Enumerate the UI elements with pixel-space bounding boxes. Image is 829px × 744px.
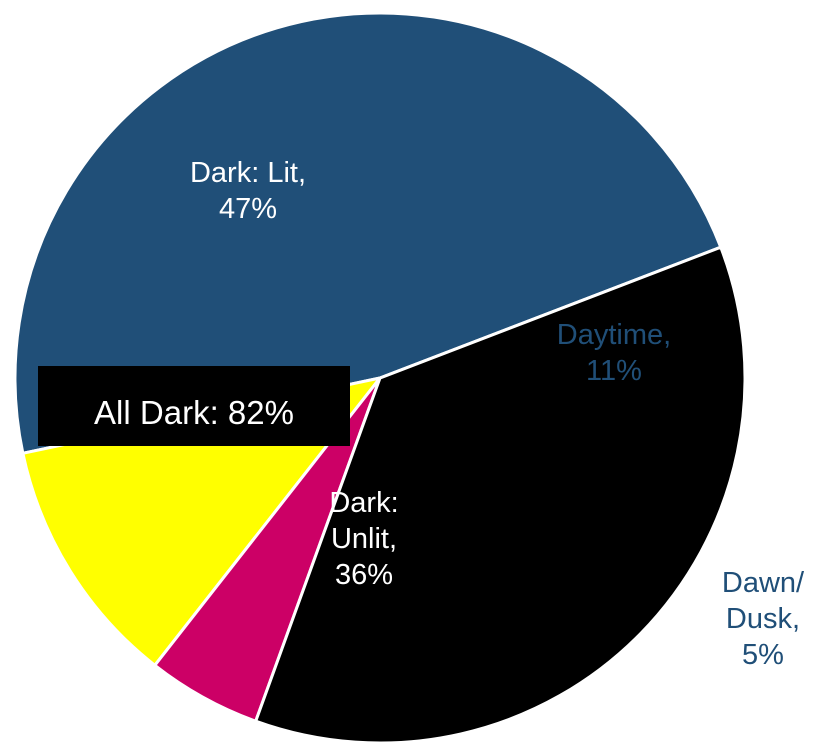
pie-slice-0 (13, 11, 723, 456)
pie-slice-1 (21, 375, 384, 668)
slice-label-0: Dark: Lit, 47% (190, 157, 306, 225)
all-dark-callout: All Dark: 82% (38, 366, 350, 446)
slice-label-2: Dawn/Dusk, 5% (722, 567, 805, 671)
pie-slice-3 (253, 245, 747, 744)
all-dark-callout-label: All Dark: 82% (94, 394, 294, 431)
slice-label-1: Daytime, 11% (557, 319, 671, 387)
all-dark-callout-box (38, 366, 350, 446)
pie-slices (13, 11, 747, 744)
slice-labels: Dark: Lit, 47% Daytime, 11% Dawn/Dusk, 5% Dark… (190, 157, 805, 671)
slice-label-3: Dark: Unlit, 36% (329, 487, 398, 591)
